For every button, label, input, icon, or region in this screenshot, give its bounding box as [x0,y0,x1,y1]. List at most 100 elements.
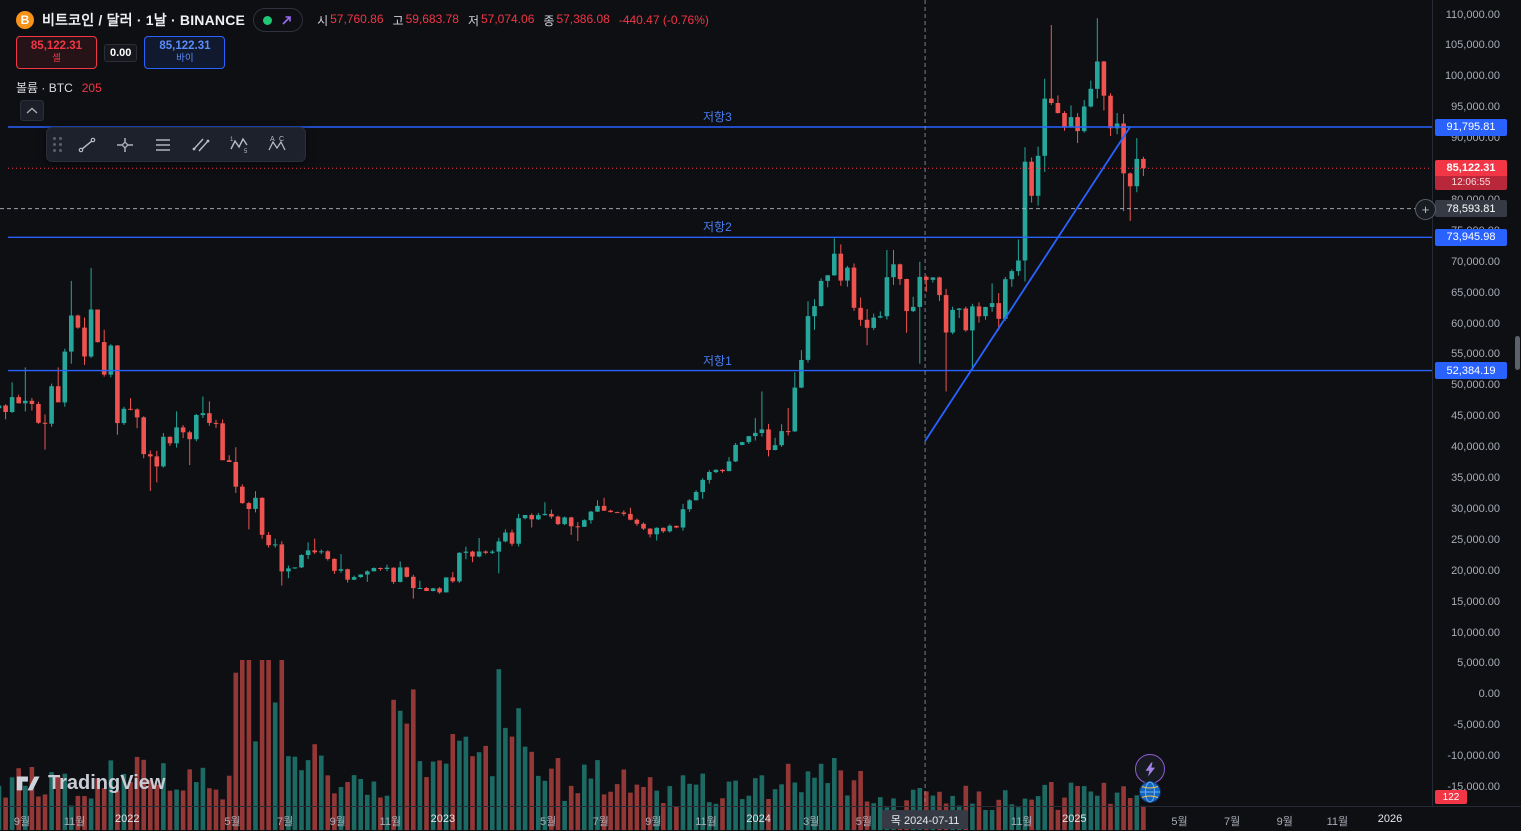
y-axis-label: 35,000.00 [1451,472,1500,484]
y-axis-label: 50,000.00 [1451,379,1500,391]
crosshair-date-badge: 목 2024-07-11 [882,810,968,829]
buy-label: 바이 [176,54,193,65]
toolbar-drag-handle[interactable] [53,137,62,152]
y-axis-label: 100,000.00 [1445,70,1500,82]
svg-text:A: A [270,136,275,143]
x-axis-label: 2025 [1062,813,1086,825]
buy-button[interactable]: 85,122.31 바이 [144,36,225,69]
x-axis-label: 11월 [695,813,717,829]
y-axis-label: 45,000.00 [1451,410,1500,422]
price-chart[interactable] [0,0,1521,831]
open-value: 57,760.86 [330,12,383,29]
bar-close-countdown: 12:06:55 [1435,176,1507,190]
y-axis-label: 55,000.00 [1451,348,1500,360]
resistance3-label[interactable]: 저항3 [703,108,732,125]
lightning-button[interactable] [1135,754,1165,784]
trend-line-tool-button[interactable] [68,128,106,161]
sell-button[interactable]: 85,122.31 셀 [16,36,97,69]
y-axis-label: 60,000.00 [1451,318,1500,330]
resistance2-label[interactable]: 저항2 [703,218,732,235]
y-axis-label: 25,000.00 [1451,534,1500,546]
resistance-lines[interactable] [8,127,1432,371]
sell-price: 85,122.31 [31,40,82,53]
volume-layer [0,660,1146,830]
change-value: -440.47 (-0.76%) [619,13,709,27]
y-axis-label: -5,000.00 [1454,719,1500,731]
cross-line-tool-button[interactable] [106,128,144,161]
parallel-channel-tool-button[interactable] [182,128,220,161]
share-icon[interactable] [279,13,293,27]
open-label: 시 [317,12,328,29]
x-axis-label: 7월 [1224,813,1240,829]
x-axis-label: 7월 [593,813,609,829]
x-axis-label: 3월 [803,813,819,829]
y-axis-label: 105,000.00 [1445,39,1500,51]
x-axis-label: 11월 [64,813,86,829]
chevron-up-icon [26,107,38,115]
resistance1-label[interactable]: 저항1 [703,352,732,369]
sell-label: 셀 [52,54,61,65]
scrollbar-thumb[interactable] [1515,336,1520,370]
x-axis-label: 11월 [1327,813,1349,829]
high-value: 59,683.78 [406,12,459,29]
x-axis-label: 11월 [1011,813,1033,829]
y-axis-label: -10,000.00 [1447,750,1500,762]
candles-layer [0,18,1146,598]
volume-indicator-value: 205 [82,81,102,95]
drawing-toolbar[interactable]: 1 5 A C [46,127,306,162]
y-axis-label: 5,000.00 [1457,657,1500,669]
y-axis-label: 110,000.00 [1446,9,1500,21]
elliott-wave-tool-button[interactable]: 1 5 [220,128,258,161]
x-axis-label: 5월 [1171,813,1187,829]
last-price-value: 85,122.31 [1435,160,1507,176]
x-axis-label: 5월 [540,813,556,829]
buy-sell-widget: 85,122.31 셀 0.00 85,122.31 바이 [16,36,225,69]
symbol-title[interactable]: 비트코인 / 달러 · 1날 · BINANCE [42,10,245,30]
tradingview-watermark[interactable]: TradingView [14,770,165,796]
spread-value: 0.00 [104,44,137,62]
x-axis-label: 2026 [1378,813,1402,825]
volume-indicator-label[interactable]: 볼륨 · BTC [16,79,73,96]
lightning-icon [1143,761,1157,778]
add-order-plus-button[interactable]: + [1415,199,1436,220]
tradingview-chart-app: 저항3 저항2 저항1 B 비트코인 / 달러 · 1날 · BINANCE 시… [0,0,1521,831]
last-price-badge: 85,122.31 12:06:55 [1435,160,1507,190]
svg-text:5: 5 [244,149,248,155]
x-axis-label: 9월 [330,813,346,829]
xabcd-pattern-icon: A C [267,135,287,155]
x-axis-label: 11월 [380,813,402,829]
y-axis-label: 20,000.00 [1451,565,1500,577]
fib-retracement-tool-button[interactable] [144,128,182,161]
globe-icon [1139,781,1161,803]
volume-indicator-row[interactable]: 볼륨 · BTC 205 [16,79,102,96]
x-axis-label: 9월 [14,813,30,829]
parallel-channel-icon [191,135,211,155]
tradingview-logo-icon [14,770,40,796]
pane-collapse-button[interactable] [20,100,44,121]
close-label: 종 [543,12,554,29]
market-status-dot-icon [263,16,272,25]
globe-button[interactable] [1139,781,1161,803]
y-axis-label: 30,000.00 [1451,503,1500,515]
y-axis-label: 40,000.00 [1451,441,1500,453]
x-axis-label: 9월 [1277,813,1293,829]
x-axis-label: 2022 [115,813,139,825]
time-axis[interactable]: 목 2024-07-11 9월 11월 2022 5월 7월 9월 11월 2023 5월 7월 9… [0,806,1521,831]
elliott-wave-icon: 1 5 [229,135,249,155]
resistance1-price-badge: 52,384.19 [1435,362,1507,379]
crosshair-price-badge: 78,593.81 [1435,200,1507,217]
volume-axis-badge: 122 [1435,790,1467,804]
x-axis-label: 2023 [431,813,455,825]
bitcoin-icon: B [16,11,34,29]
close-value: 57,386.08 [556,12,609,29]
xabcd-pattern-tool-button[interactable]: A C [258,128,296,161]
high-label: 고 [393,12,404,29]
x-axis-label: 7월 [277,813,293,829]
y-axis-label: 70,000.00 [1451,256,1500,268]
symbol-status-pill[interactable] [253,8,303,32]
y-axis-label: 15,000.00 [1451,596,1500,608]
trend-line[interactable] [925,126,1130,441]
x-axis-label: 9월 [645,813,661,829]
resistance2-price-badge: 73,945.98 [1435,229,1507,246]
watermark-text: TradingView [48,772,165,795]
